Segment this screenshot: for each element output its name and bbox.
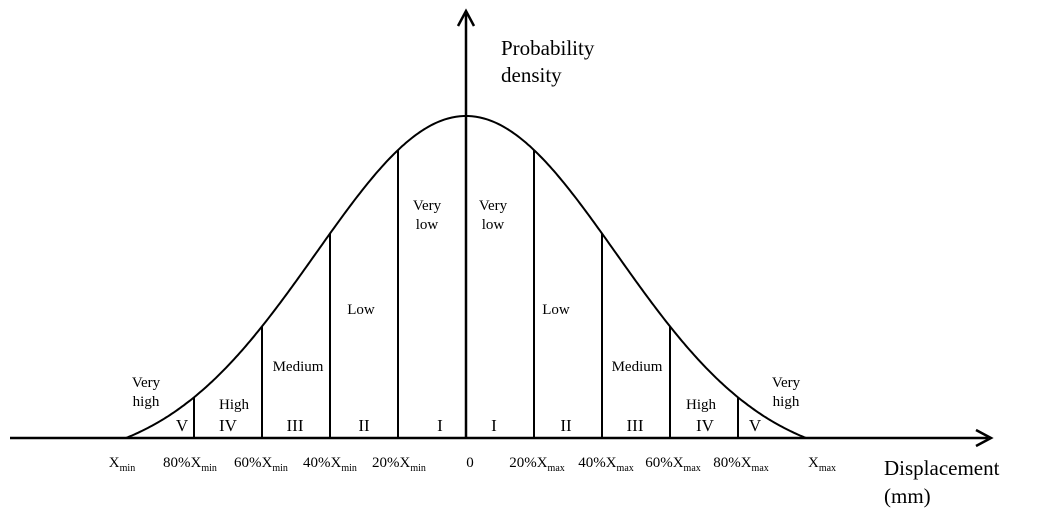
- zone-numeral: V: [749, 416, 762, 435]
- x-tick-label: 20%Xmax: [509, 455, 565, 474]
- x-tick-label: 40%Xmin: [303, 455, 357, 474]
- zone-risk-label: Very high: [132, 375, 161, 410]
- zone-labels: Very high High Medium Low Very low Very low Low Me…: [132, 198, 801, 413]
- zone-numeral: I: [437, 416, 443, 435]
- x-tick-label: 60%Xmax: [645, 455, 701, 474]
- y-axis-title-line1: Probability: [501, 36, 595, 60]
- zone-risk-label: Low: [542, 302, 570, 318]
- zone-numeral: III: [627, 416, 644, 435]
- x-tick-label: 60%Xmin: [234, 455, 288, 474]
- zone-numeral: III: [287, 416, 304, 435]
- x-tick-labels: Xmin 80%Xmin 60%Xmin 40%Xmin 20%Xmin 0 20%Xmax…: [109, 455, 836, 474]
- x-tick-label: 80%Xmax: [713, 455, 769, 474]
- zone-numeral: II: [358, 416, 370, 435]
- zone-numeral: IV: [696, 416, 715, 435]
- zone-numeral: II: [560, 416, 572, 435]
- zone-numerals: V IV III II I I II III IV V: [176, 416, 762, 435]
- zone-risk-label: High: [686, 397, 717, 413]
- zone-risk-label: Medium: [273, 359, 324, 375]
- y-axis-arrowhead: [456, 8, 476, 27]
- x-tick-label: 40%Xmax: [578, 455, 634, 474]
- x-tick-label: 20%Xmin: [372, 455, 426, 474]
- x-tick-label: Xmax: [808, 455, 836, 474]
- zone-risk-label: Medium: [612, 359, 663, 375]
- zone-risk-label: High: [219, 397, 250, 413]
- zone-boundaries: [193, 150, 739, 438]
- y-axis-title-line2: density: [501, 63, 562, 87]
- zone-risk-label: Low: [347, 302, 375, 318]
- zone-risk-label: Very low: [413, 198, 442, 233]
- x-axis-title-line1: Displacement: [884, 456, 1000, 480]
- zone-risk-label: Very high: [772, 375, 801, 410]
- x-axis-arrowhead: [975, 428, 994, 448]
- zone-numeral: V: [176, 416, 189, 435]
- zone-risk-label: Very low: [479, 198, 508, 233]
- x-tick-label: 0: [466, 455, 474, 471]
- x-axis-title-line2: (mm): [884, 484, 931, 508]
- x-tick-label: 80%Xmin: [163, 455, 217, 474]
- probability-density-curve: [125, 115, 807, 439]
- zone-numeral: I: [491, 416, 497, 435]
- zone-numeral: IV: [219, 416, 238, 435]
- x-tick-label: Xmin: [109, 455, 135, 474]
